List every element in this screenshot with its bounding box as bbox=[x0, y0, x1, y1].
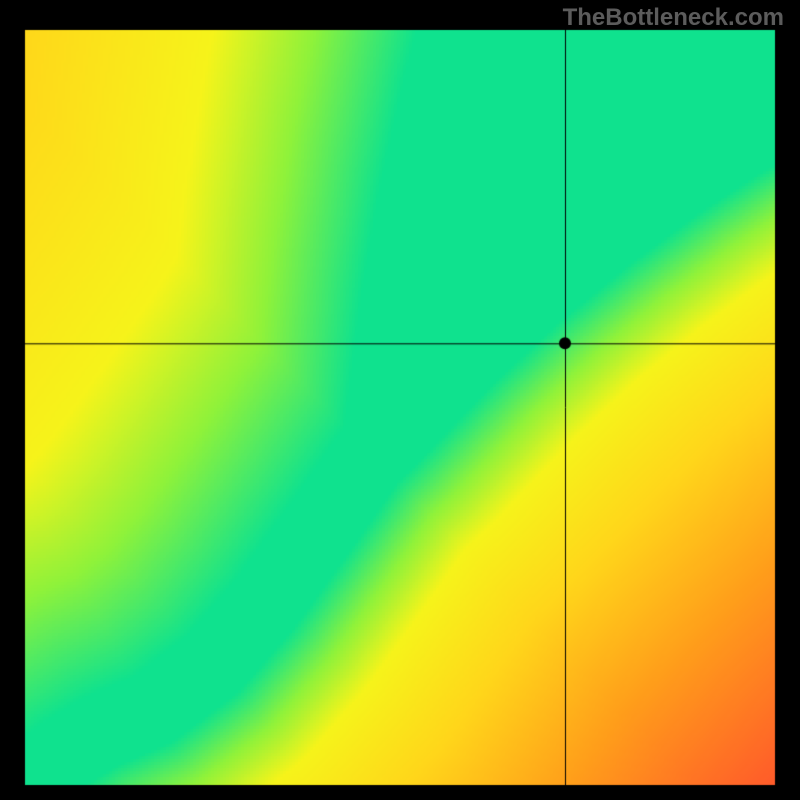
heatmap-canvas bbox=[0, 0, 800, 800]
heatmap-container bbox=[0, 0, 800, 805]
watermark-text: TheBottleneck.com bbox=[563, 4, 784, 32]
